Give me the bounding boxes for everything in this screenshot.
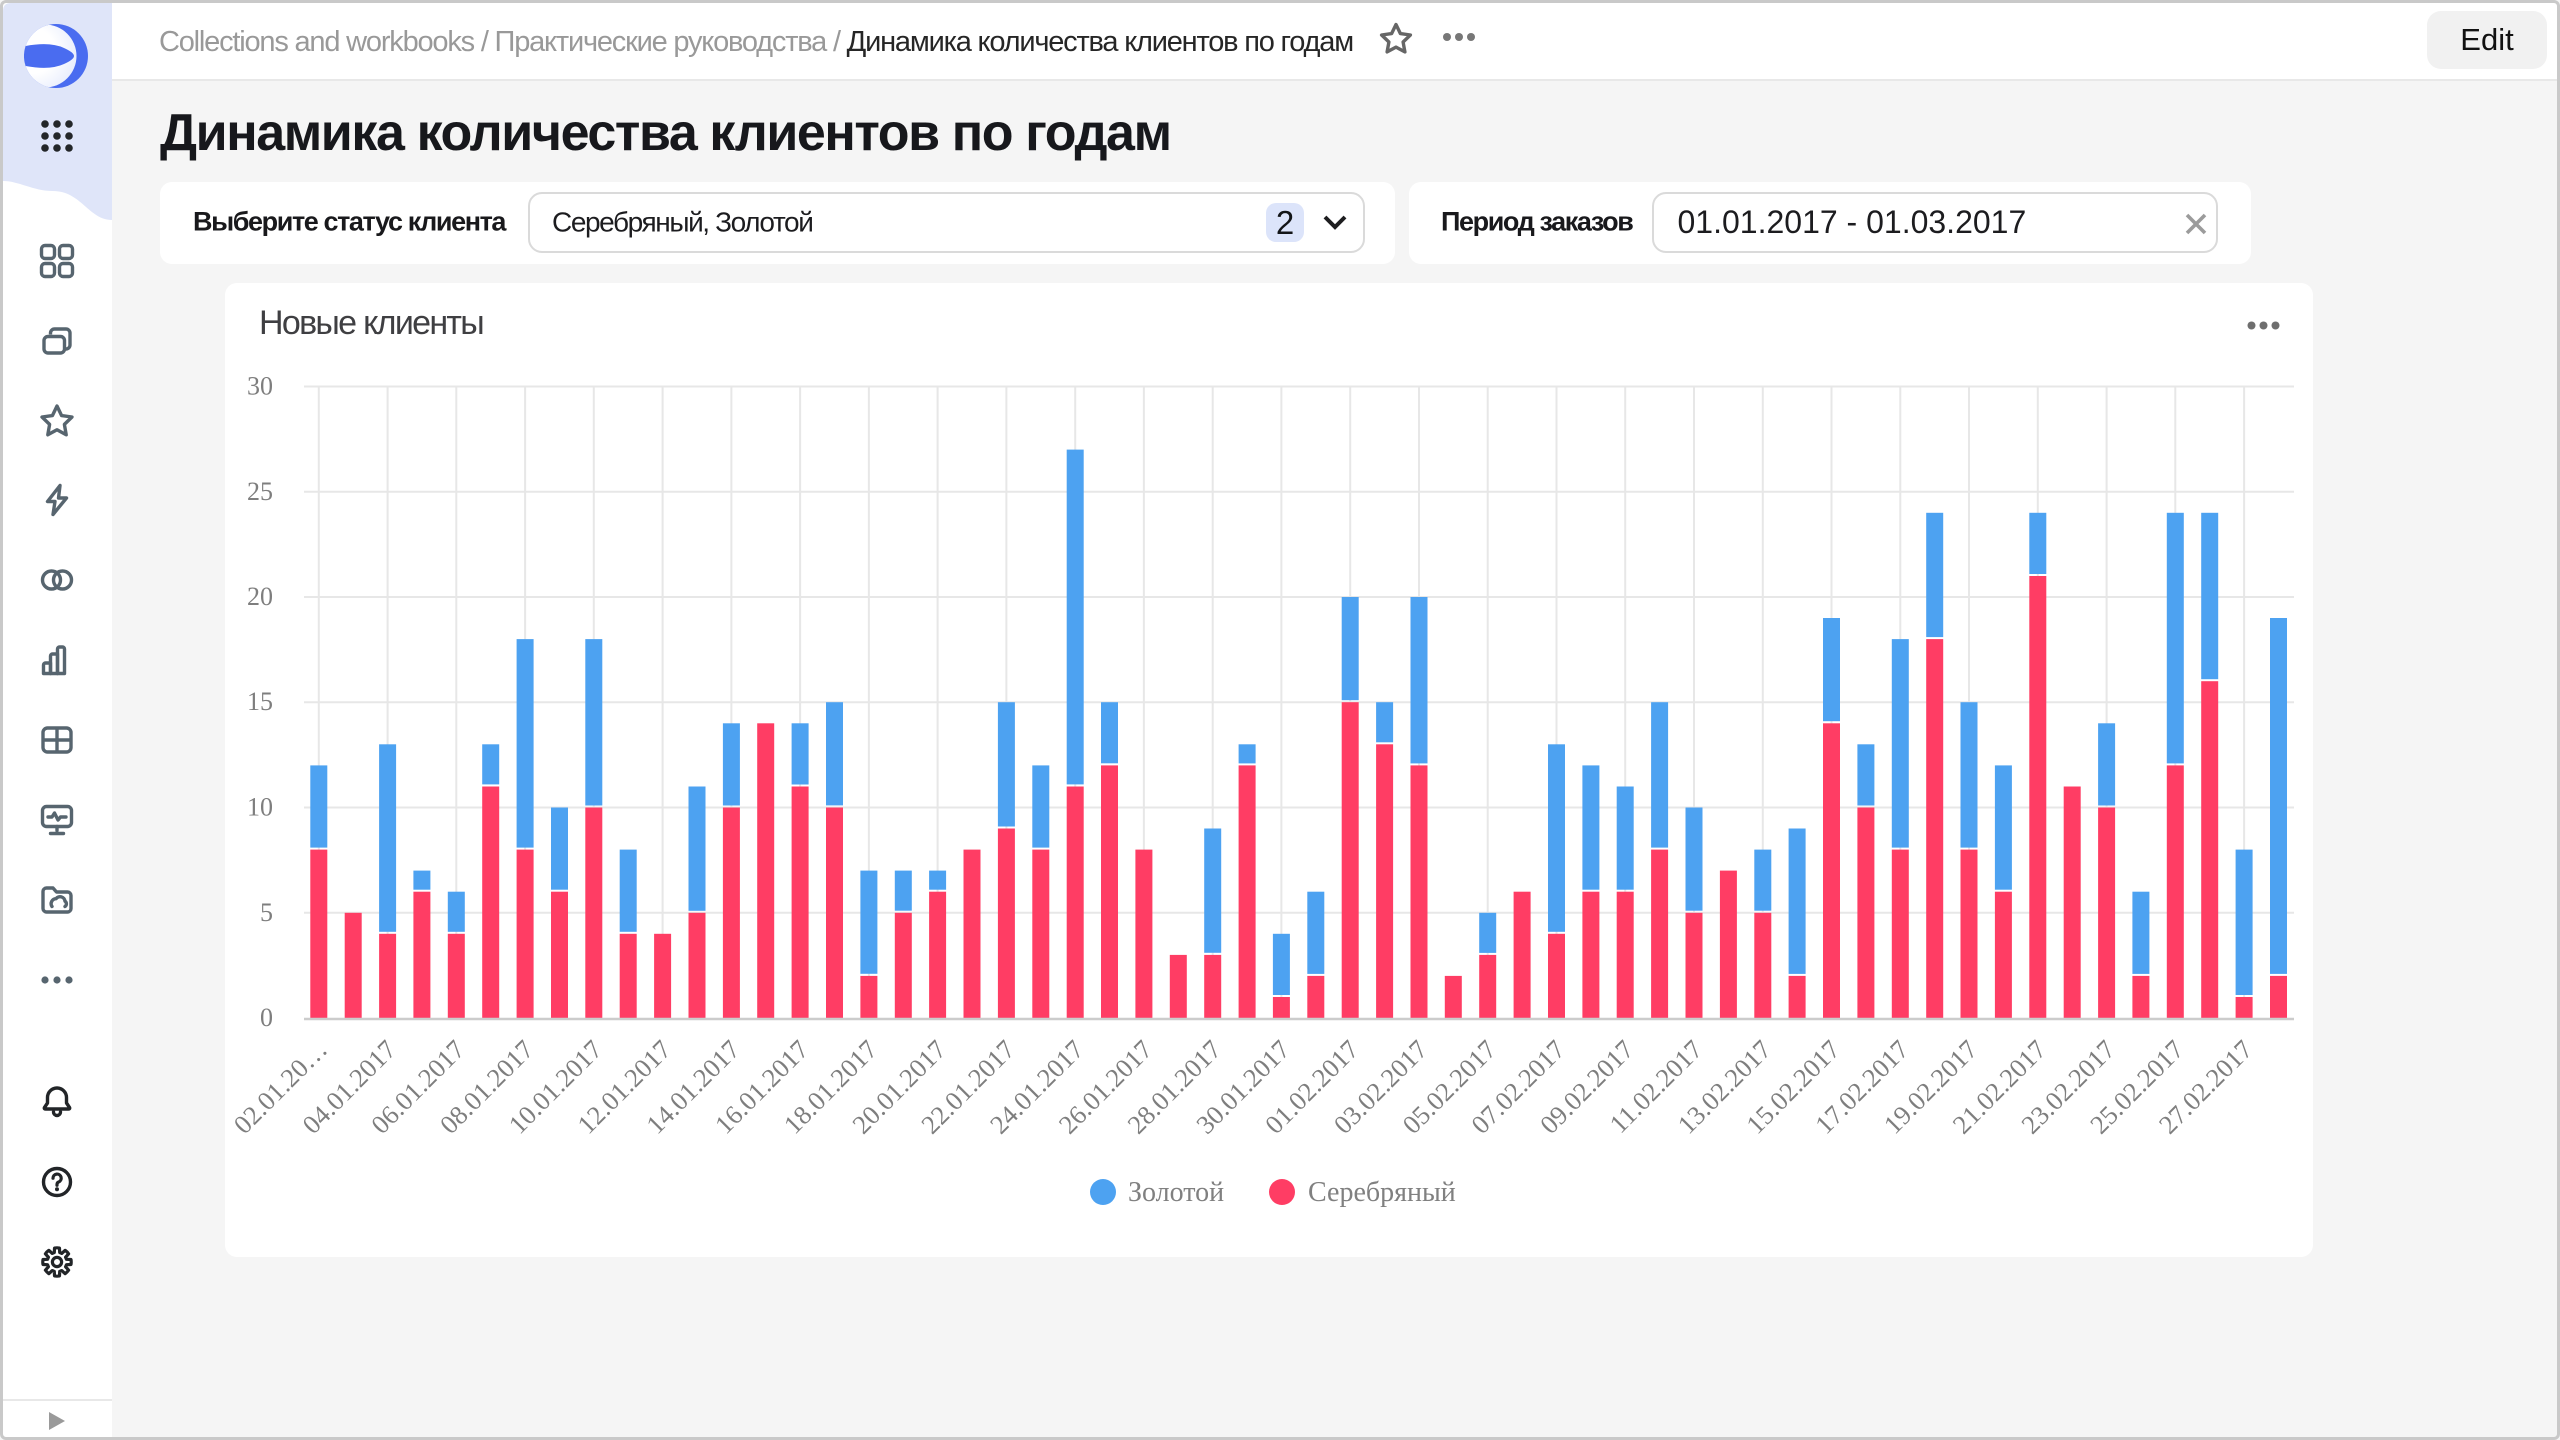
- svg-text:5: 5: [260, 898, 273, 927]
- svg-text:Золотой: Золотой: [1128, 1177, 1224, 1208]
- svg-text:20: 20: [247, 582, 273, 611]
- svg-text:25: 25: [247, 477, 273, 506]
- svg-text:10: 10: [247, 793, 273, 822]
- svg-text:0: 0: [260, 1003, 273, 1032]
- svg-text:Серебряный: Серебряный: [1308, 1177, 1456, 1208]
- svg-text:30: 30: [247, 372, 273, 401]
- svg-text:15: 15: [247, 687, 273, 716]
